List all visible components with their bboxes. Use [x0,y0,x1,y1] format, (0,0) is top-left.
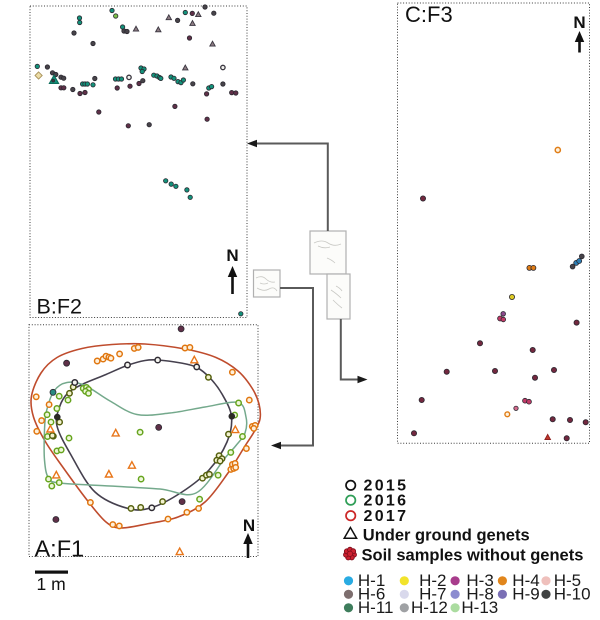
svg-text:H-11: H-11 [358,598,394,617]
svg-text:N: N [226,246,238,265]
svg-text:H-4: H-4 [512,571,539,590]
svg-text:N: N [243,516,255,535]
svg-text:1 m: 1 m [37,574,66,594]
svg-text:H-12: H-12 [411,598,448,617]
svg-text:H-2: H-2 [419,571,446,590]
svg-text:H-8: H-8 [466,585,493,604]
svg-text:H-6: H-6 [358,585,385,604]
svg-text:H-10: H-10 [554,585,591,604]
svg-text:N: N [573,13,585,32]
svg-text:B:F2: B:F2 [37,295,82,319]
svg-text:2017: 2017 [364,508,409,525]
svg-text:H-3: H-3 [466,571,493,590]
svg-text:H-13: H-13 [461,598,498,617]
svg-text:H-1: H-1 [358,571,385,590]
svg-text:H-5: H-5 [554,571,581,590]
svg-text:C:F3: C:F3 [405,2,453,27]
svg-text:H-9: H-9 [512,585,539,604]
svg-text:Under ground genets: Under ground genets [363,527,530,545]
svg-text:Soil samples without genets: Soil samples without genets [362,546,584,564]
svg-text:A:F1: A:F1 [35,536,85,562]
svg-text:2015: 2015 [364,478,409,495]
svg-text:2016: 2016 [364,493,409,510]
svg-text:H-7: H-7 [419,585,446,604]
